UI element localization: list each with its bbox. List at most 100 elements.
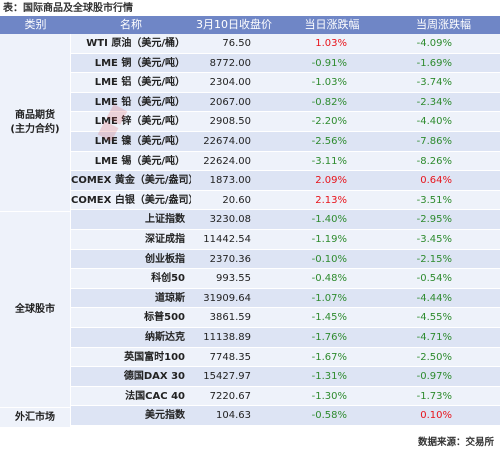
cell-close: 3861.59 [209,312,251,324]
cell-day-change: -1.31% [311,371,347,383]
cell-name: 道琼斯 [155,292,185,304]
table-row: 法国CAC 40 7220.67 -1.30% -1.73% [71,386,500,407]
cell-day-change: -2.56% [311,135,347,147]
cell-close: 22624.00 [203,155,251,167]
table-row: LME 铅（美元/吨） 2067.00 -0.82% -2.34% [71,92,500,113]
cell-week-change: -4.55% [416,312,452,324]
cell-day-change: -1.67% [311,351,347,363]
category-forex: 外汇市场 [0,407,71,427]
cell-day-change: 2.09% [315,175,347,187]
cell-name: COMEX 黄金（美元/盎司） [71,175,191,187]
cell-day-change: -1.45% [311,312,347,324]
category-stocks: 全球股市 [0,211,71,407]
table-body: 商品期货 (主力合约) 全球股市 外汇市场 WTI 原油（美元/桶） 76.50 1… [0,34,500,427]
category-column: 商品期货 (主力合约) 全球股市 外汇市场 [0,34,71,427]
cell-name: 创业板指 [145,253,185,265]
header-week-change: 当周涨跌幅 [416,18,471,31]
cell-close: 11442.54 [203,233,251,245]
table-row: 上证指数 3230.08 -1.40% -2.95% [71,210,500,230]
cell-week-change: -2.50% [416,351,452,363]
category-label: 全球股市 [15,303,55,315]
cell-close: 20.60 [222,194,251,206]
cell-day-change: -3.11% [311,155,347,167]
cell-week-change: -0.97% [416,371,452,383]
table-row: 美元指数 104.63 -0.58% 0.10% [71,406,500,426]
cell-week-change: -0.54% [416,273,452,285]
table-row: WTI 原油（美元/桶） 76.50 1.03% -4.09% [71,34,500,54]
cell-day-change: -0.10% [311,253,347,265]
category-label: 商品期货 (主力合约) [10,109,60,135]
table-row: 创业板指 2370.36 -0.10% -2.15% [71,249,500,270]
cell-week-change: -4.44% [416,292,452,304]
cell-name: 英国富时100 [124,351,185,363]
cell-close: 2908.50 [209,116,251,128]
cell-day-change: -1.19% [311,233,347,245]
cell-day-change: -0.58% [311,410,347,422]
cell-day-change: -1.76% [311,331,347,343]
cell-week-change: -7.86% [416,135,452,147]
table-row: LME 锌（美元/吨） 2908.50 -2.20% -4.40% [71,112,500,132]
cell-close: 104.63 [216,410,251,422]
cell-name: LME 铜（美元/吨） [94,57,185,69]
cell-close: 2304.00 [209,77,251,89]
cell-name: WTI 原油（美元/桶） [86,38,185,49]
cell-week-change: -1.69% [416,57,452,69]
cell-week-change: -8.26% [416,155,452,167]
cell-week-change: -4.40% [416,116,452,128]
table-row: 道琼斯 31909.64 -1.07% -4.44% [71,288,500,309]
cell-week-change: -2.34% [416,96,452,108]
cell-day-change: -1.03% [311,77,347,89]
cell-close: 7220.67 [209,390,251,402]
table-row: LME 铝（美元/吨） 2304.00 -1.03% -3.74% [71,73,500,93]
cell-week-change: 0.10% [420,410,452,422]
cell-week-change: -3.51% [416,194,452,206]
table-row: 标普500 3861.59 -1.45% -4.55% [71,308,500,328]
category-commodities: 商品期货 (主力合约) [0,34,71,211]
cell-week-change: 0.64% [420,175,452,187]
table-row: 德国DAX 30 15427.97 -1.31% -0.97% [71,367,500,387]
cell-close: 22674.00 [203,135,251,147]
cell-day-change: 1.03% [315,38,347,49]
table-header: 类别 名称 3月10日收盘价 当日涨跌幅 当周涨跌幅 [0,16,500,34]
cell-week-change: -2.15% [416,253,452,265]
header-close: 3月10日收盘价 [196,18,272,31]
cell-name: LME 铝（美元/吨） [94,77,185,89]
cell-week-change: -2.95% [416,214,452,226]
cell-name: COMEX 白银（美元/盎司） [71,194,191,206]
cell-close: 3230.08 [209,214,251,226]
category-label: 外汇市场 [15,411,55,423]
cell-close: 7748.35 [209,351,251,363]
cell-name: 美元指数 [145,410,185,422]
cell-day-change: 2.13% [315,194,347,206]
table-row: LME 锡（美元/吨） 22624.00 -3.11% -8.26% [71,151,500,172]
cell-week-change: -4.71% [416,331,452,343]
cell-week-change: -3.45% [416,233,452,245]
cell-close: 8772.00 [209,57,251,69]
table-row: COMEX 白银（美元/盎司） 20.60 2.13% -3.51% [71,190,500,211]
table-row: 科创50 993.55 -0.48% -0.54% [71,269,500,289]
cell-close: 11138.89 [203,331,251,343]
cell-name: LME 铅（美元/吨） [94,96,185,108]
cell-day-change: -0.91% [311,57,347,69]
cell-name: LME 锌（美元/吨） [94,116,185,128]
table-rows: WTI 原油（美元/桶） 76.50 1.03% -4.09% LME 铜（美元/吨） 8… [71,34,500,427]
cell-name: LME 锡（美元/吨） [94,155,185,167]
header-day-change: 当日涨跌幅 [304,18,360,31]
cell-day-change: -0.48% [311,273,347,285]
cell-name: 纳斯达克 [145,331,185,343]
cell-close: 993.55 [216,273,251,285]
cell-week-change: -3.74% [416,77,452,89]
cell-day-change: -0.82% [311,96,347,108]
cell-name: 科创50 [151,273,185,285]
cell-name: 标普500 [144,312,185,324]
table-row: LME 铜（美元/吨） 8772.00 -0.91% -1.69% [71,53,500,74]
cell-day-change: -1.30% [311,390,347,402]
cell-day-change: -1.40% [311,214,347,226]
data-source: 数据来源：交易所 [417,437,494,448]
table-row: COMEX 黄金（美元/盎司） 1873.00 2.09% 0.64% [71,171,500,191]
cell-close: 31909.64 [203,292,251,304]
cell-day-change: -1.07% [311,292,347,304]
table-row: 英国富时100 7748.35 -1.67% -2.50% [71,347,500,368]
cell-name: 法国CAC 40 [125,390,185,402]
cell-close: 15427.97 [203,371,251,383]
